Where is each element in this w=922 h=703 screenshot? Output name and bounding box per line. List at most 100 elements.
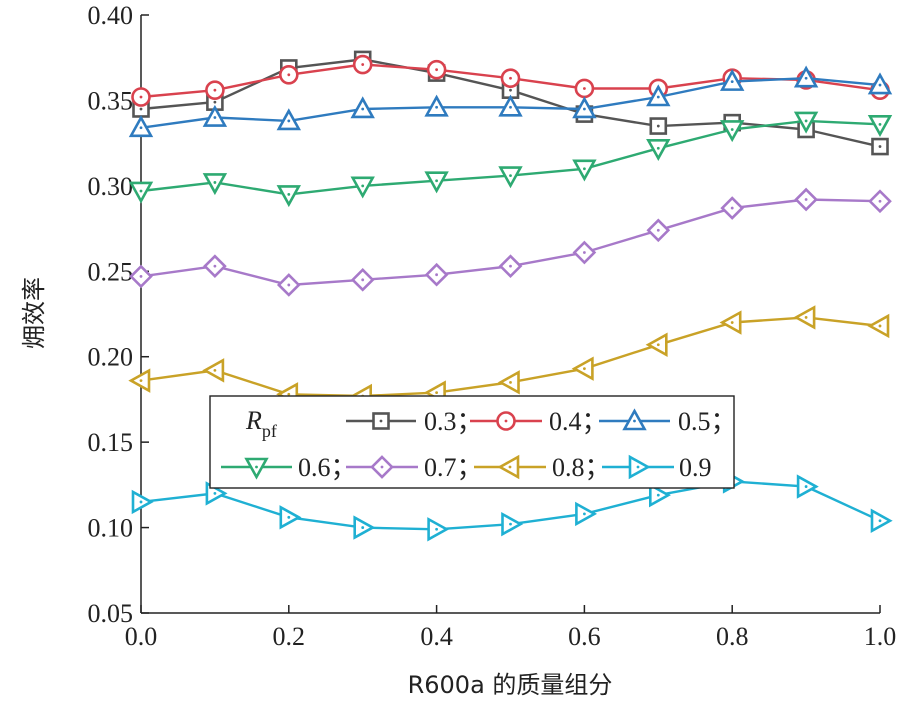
legend-marker	[244, 457, 269, 480]
marker-dot	[287, 515, 291, 519]
data-point-0.9	[575, 501, 598, 527]
x-tick-label: 1.0	[864, 622, 897, 651]
y-tick-label: 0.10	[88, 514, 134, 543]
data-point-0.5	[646, 84, 671, 107]
axes: 0.05 0.10 0.15 0.20 0.25 0.30 0.35 0.40 0.0 0.2 0.…	[88, 1, 897, 651]
marker-dot	[509, 522, 512, 526]
x-tick-label: 0.8	[716, 622, 749, 651]
marker-dot	[509, 76, 512, 80]
marker-dot	[213, 368, 217, 372]
data-point-0.4	[278, 65, 299, 85]
legend-label: 0.9	[679, 453, 712, 482]
data-point-0.9	[870, 508, 893, 533]
marker-dot	[435, 179, 438, 183]
y-tick-label: 0.30	[88, 172, 134, 201]
data-point-0.8	[128, 368, 151, 393]
marker-dot	[730, 80, 734, 84]
marker-dot	[213, 88, 217, 92]
marker-dot	[361, 184, 365, 188]
data-point-0.3	[871, 137, 889, 156]
marker-dot	[361, 278, 365, 282]
marker-dot	[361, 107, 365, 111]
x-tick-label: 0.4	[420, 622, 453, 651]
legend-label: 0.7；	[424, 453, 483, 482]
marker-dot	[509, 88, 512, 92]
marker-dot	[656, 146, 660, 150]
marker-dot	[656, 228, 660, 232]
marker-dot	[878, 122, 882, 126]
marker-dot	[139, 379, 143, 383]
legend-label: 0.4；	[549, 407, 608, 436]
marker-dot	[504, 419, 508, 423]
y-tick-label: 0.40	[88, 1, 134, 30]
marker-dot	[213, 492, 217, 495]
marker-dot	[287, 283, 291, 287]
marker-dot	[509, 174, 512, 178]
data-point-0.8	[793, 305, 816, 330]
marker-dot	[379, 419, 383, 423]
legend: Rpf 0.3； 0.4； 0.5；0.6； 0.7； 0.8； 0.9	[209, 395, 737, 489]
data-point-0.5	[793, 65, 819, 88]
marker-dot	[656, 493, 660, 497]
marker-dot	[435, 68, 438, 72]
marker-dot	[139, 107, 143, 111]
data-point-0.8	[719, 310, 742, 335]
data-point-0.7	[276, 273, 301, 297]
legend-label: 0.8；	[552, 453, 611, 482]
marker-dot	[656, 343, 660, 347]
marker-dot	[656, 124, 660, 128]
marker-dot	[139, 500, 143, 504]
y-axis-title: 㶲效率	[20, 277, 48, 349]
data-point-0.7	[868, 189, 892, 214]
marker-dot	[583, 87, 586, 90]
data-point-0.6	[128, 181, 154, 204]
data-point-0.8	[867, 313, 890, 339]
marker-dot	[287, 193, 291, 196]
marker-dot	[139, 126, 143, 130]
data-point-0.5	[424, 94, 449, 117]
marker-dot	[878, 83, 882, 87]
marker-dot	[804, 76, 808, 80]
data-point-0.9	[796, 474, 819, 499]
marker-dot	[636, 465, 640, 469]
marker-dot	[878, 324, 882, 328]
y-tick-label: 0.25	[88, 257, 134, 286]
marker-dot	[804, 316, 808, 319]
data-point-0.4	[352, 54, 373, 75]
data-point-0.6	[350, 176, 375, 199]
marker-dot	[633, 419, 636, 423]
marker-dot	[878, 199, 882, 203]
legend-label: 0.5；	[678, 407, 737, 436]
legend-marker	[372, 412, 390, 430]
data-point-0.8	[497, 370, 520, 395]
series-0.6	[128, 111, 893, 208]
data-point-0.7	[720, 196, 745, 220]
data-point-0.7	[498, 254, 523, 278]
marker-dot	[878, 519, 882, 523]
marker-dot	[213, 181, 217, 184]
series-0.8	[128, 305, 890, 409]
marker-dot	[213, 264, 217, 268]
data-point-0.6	[498, 166, 523, 189]
marker-dot	[255, 465, 258, 469]
data-point-0.3	[649, 117, 668, 135]
legend-marker	[497, 454, 520, 480]
marker-dot	[804, 119, 808, 123]
data-point-0.9	[427, 517, 450, 542]
data-point-0.8	[645, 332, 668, 357]
marker-dot	[508, 465, 512, 469]
legend-entry-0.9: 0.9	[602, 453, 712, 482]
x-tick-label: 0.0	[125, 622, 158, 651]
data-point-0.5	[350, 96, 375, 119]
marker-dot	[583, 367, 586, 371]
marker-dot	[509, 380, 512, 384]
marker-dot	[730, 206, 734, 210]
data-point-0.6	[202, 173, 228, 196]
marker-dot	[435, 273, 438, 277]
data-point-0.9	[279, 505, 302, 530]
data-point-0.6	[424, 171, 449, 194]
data-point-0.4	[205, 80, 225, 100]
data-point-0.7	[350, 267, 375, 292]
data-point-0.7	[424, 262, 449, 287]
data-point-0.7	[646, 218, 671, 243]
